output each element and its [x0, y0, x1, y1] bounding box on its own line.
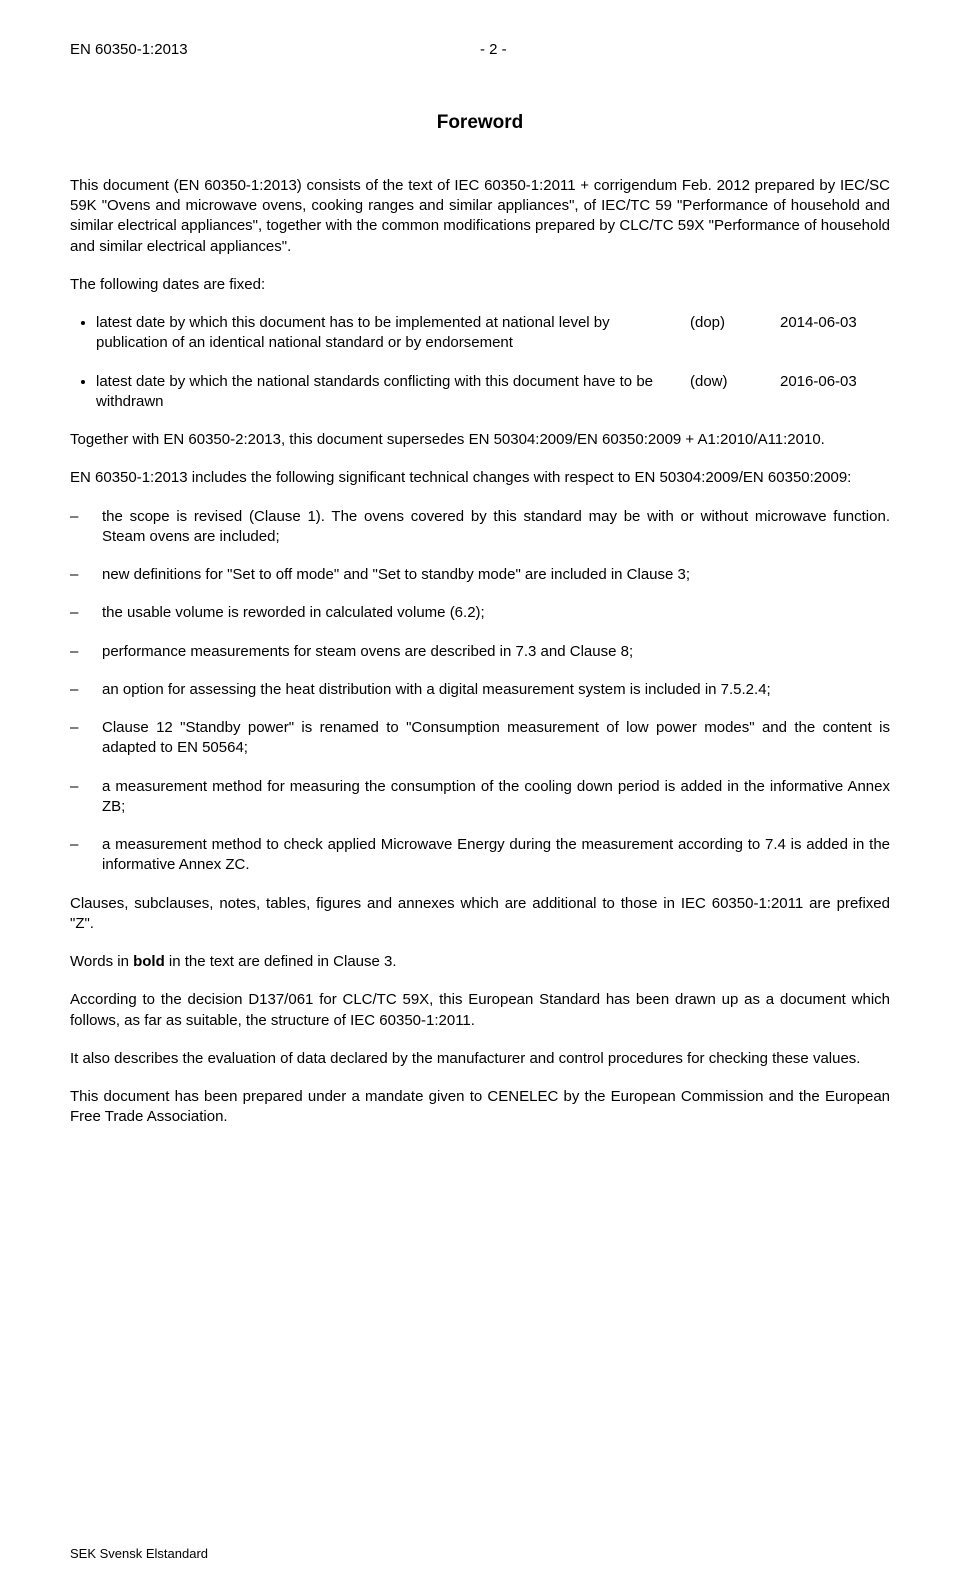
date-text: latest date by which this document has t…: [96, 313, 690, 354]
footer-text: SEK Svensk Elstandard: [70, 1545, 208, 1563]
page-title: Foreword: [70, 110, 890, 136]
fixed-date-item: latest date by which this document has t…: [96, 313, 890, 354]
bold-suffix: in the text are defined in Clause 3.: [165, 953, 397, 970]
date-label: (dop): [690, 313, 780, 354]
includes-para: EN 60350-1:2013 includes the following s…: [70, 468, 890, 488]
change-item: the scope is revised (Clause 1). The ove…: [70, 507, 890, 548]
mandate-para: This document has been prepared under a …: [70, 1087, 890, 1128]
change-item: a measurement method for measuring the c…: [70, 777, 890, 818]
changes-list: the scope is revised (Clause 1). The ove…: [70, 507, 890, 876]
change-item: an option for assessing the heat distrib…: [70, 680, 890, 700]
page-number: - 2 -: [480, 40, 890, 60]
bold-word: bold: [133, 953, 165, 970]
fixed-dates-list: latest date by which this document has t…: [70, 313, 890, 412]
date-value: 2016-06-03: [780, 372, 890, 413]
change-item: a measurement method to check applied Mi…: [70, 835, 890, 876]
change-item: the usable volume is reworded in calcula…: [70, 603, 890, 623]
change-item: Clause 12 "Standby power" is renamed to …: [70, 718, 890, 759]
evaluation-para: It also describes the evaluation of data…: [70, 1049, 890, 1069]
date-label: (dow): [690, 372, 780, 413]
supersedes-para: Together with EN 60350-2:2013, this docu…: [70, 430, 890, 450]
page: EN 60350-1:2013 - 2 - Foreword This docu…: [0, 0, 960, 1593]
change-item: performance measurements for steam ovens…: [70, 642, 890, 662]
decision-para: According to the decision D137/061 for C…: [70, 990, 890, 1031]
bold-prefix: Words in: [70, 953, 133, 970]
page-header: EN 60350-1:2013 - 2 -: [70, 40, 890, 60]
foreword-intro-2: The following dates are fixed:: [70, 275, 890, 295]
date-text: latest date by which the national standa…: [96, 372, 690, 413]
bold-words-para: Words in bold in the text are defined in…: [70, 952, 890, 972]
change-item: new definitions for "Set to off mode" an…: [70, 565, 890, 585]
foreword-intro-1: This document (EN 60350-1:2013) consists…: [70, 176, 890, 257]
clauses-para: Clauses, subclauses, notes, tables, figu…: [70, 894, 890, 935]
fixed-date-item: latest date by which the national standa…: [96, 372, 890, 413]
doc-id: EN 60350-1:2013: [70, 40, 480, 60]
date-value: 2014-06-03: [780, 313, 890, 354]
